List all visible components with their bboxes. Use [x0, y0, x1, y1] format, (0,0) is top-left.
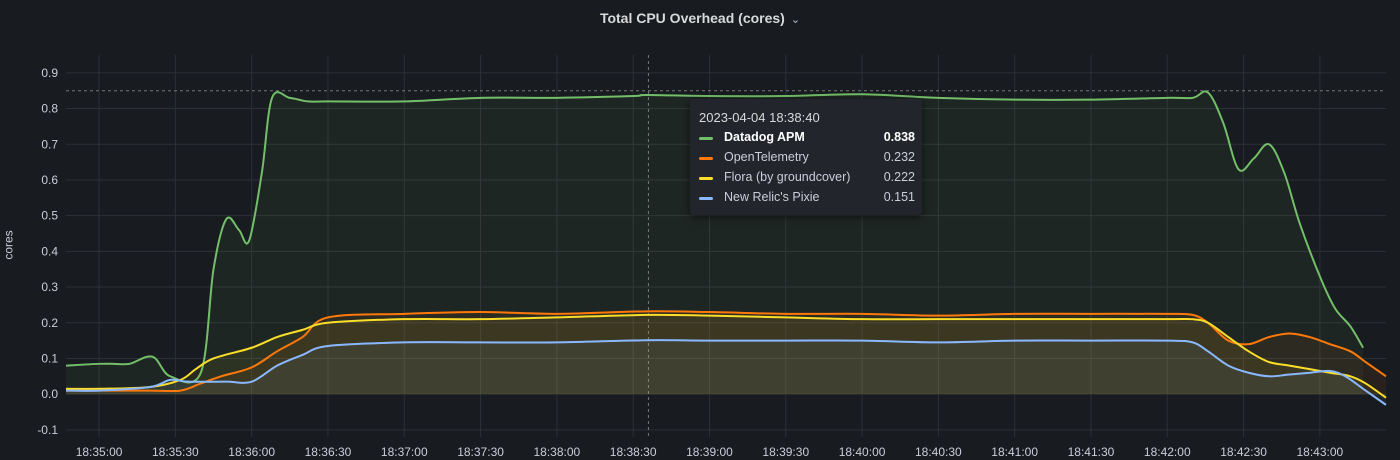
- x-tick-label: 18:41:00: [991, 445, 1038, 459]
- y-tick-label: 0.7: [41, 137, 58, 151]
- x-tick-label: 18:37:30: [457, 445, 504, 459]
- tooltip-series-name: OpenTelemetry: [724, 150, 809, 164]
- x-tick-label: 18:35:30: [152, 445, 199, 459]
- y-tick-label: 0.4: [41, 244, 58, 258]
- y-tick-label: 0.1: [41, 351, 58, 365]
- tooltip-series-name: Datadog APM: [724, 130, 805, 144]
- x-tick-label: 18:39:30: [762, 445, 809, 459]
- chevron-down-icon[interactable]: ⌄: [790, 14, 801, 26]
- panel-title[interactable]: Total CPU Overhead (cores) ⌄: [0, 10, 1400, 26]
- x-tick-label: 18:36:30: [305, 445, 352, 459]
- y-tick-label: 0.0: [41, 387, 58, 401]
- y-tick-label: 0.5: [41, 209, 58, 223]
- tooltip-row: New Relic's Pixie 0.151: [699, 190, 915, 206]
- tooltip-series-name: New Relic's Pixie: [724, 190, 820, 204]
- x-tick-label: 18:42:30: [1220, 445, 1267, 459]
- tooltip-series-value: 0.151: [883, 190, 915, 204]
- x-tick-label: 18:40:00: [839, 445, 886, 459]
- tooltip-series-value: 0.222: [883, 170, 915, 184]
- y-tick-label: 0.9: [41, 66, 58, 80]
- tooltip-row: Datadog APM 0.838: [699, 130, 915, 146]
- x-tick-label: 18:37:00: [381, 445, 428, 459]
- series-line-datadog-apm: [65, 90, 1364, 384]
- legend-swatch: [699, 177, 713, 180]
- y-tick-label: 0.2: [41, 316, 58, 330]
- series-line-opentelemetry: [66, 310, 1387, 393]
- tooltip-series-value: 0.232: [883, 150, 915, 164]
- series-line-new-relic-s-pixie: [65, 339, 1387, 406]
- x-tick-label: 18:36:00: [228, 445, 275, 459]
- area-opentelemetry: [66, 311, 1386, 395]
- tooltip-time: 2023-04-04 18:38:40: [699, 110, 820, 125]
- x-tick-label: 18:35:00: [76, 445, 123, 459]
- tooltip-series-value: 0.838: [883, 130, 915, 144]
- x-tick-label: 18:38:00: [534, 445, 581, 459]
- x-tick-label: 18:43:00: [1297, 445, 1344, 459]
- legend-swatch: [699, 197, 713, 200]
- y-tick-label: 0.8: [41, 102, 58, 116]
- legend-swatch: [699, 137, 713, 140]
- x-tick-label: 18:41:30: [1068, 445, 1115, 459]
- y-tick-label: 0.6: [41, 173, 58, 187]
- hover-tooltip: 2023-04-04 18:38:40 Datadog APM 0.838 Open…: [690, 99, 922, 215]
- area-flora-by-groundcover: [66, 314, 1386, 398]
- x-tick-label: 18:40:30: [915, 445, 962, 459]
- y-tick-label: 0.3: [41, 280, 58, 294]
- tooltip-row: OpenTelemetry 0.232: [699, 150, 915, 166]
- x-tick-label: 18:42:00: [1144, 445, 1191, 459]
- series-line-flora-by-groundcover: [65, 313, 1387, 399]
- panel-title-text: Total CPU Overhead (cores): [599, 10, 785, 26]
- area-new-relic-s-pixie: [66, 340, 1386, 405]
- x-tick-label: 18:38:30: [610, 445, 657, 459]
- x-tick-label: 18:39:00: [686, 445, 733, 459]
- y-tick-label: -0.1: [37, 423, 58, 437]
- tooltip-series-name: Flora (by groundcover): [724, 170, 851, 184]
- tooltip-row: Flora (by groundcover) 0.222: [699, 170, 915, 186]
- legend-swatch: [699, 157, 713, 160]
